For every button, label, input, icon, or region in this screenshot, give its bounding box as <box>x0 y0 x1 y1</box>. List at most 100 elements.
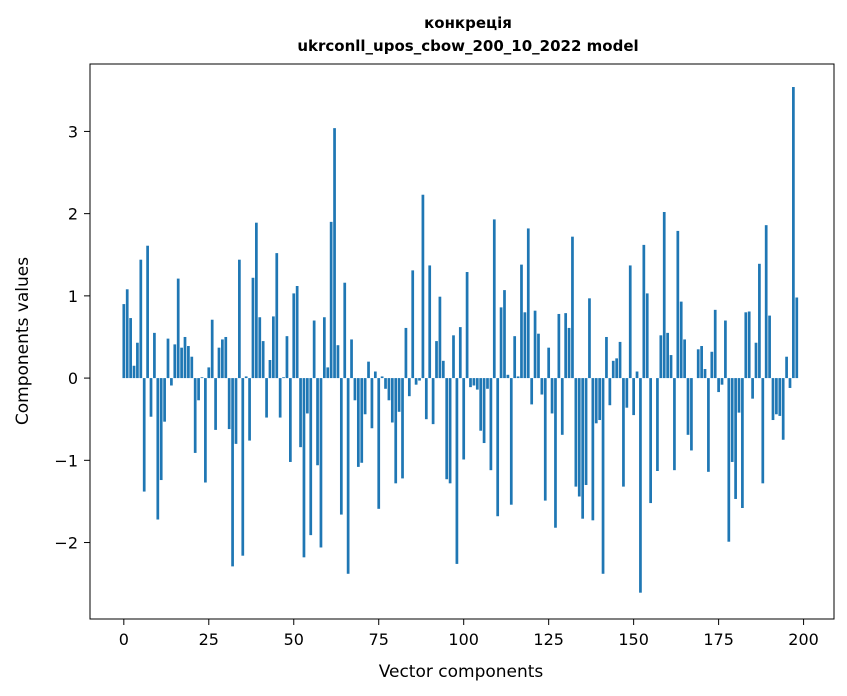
bar <box>492 219 496 379</box>
y-axis-label: Components values <box>13 257 33 425</box>
bar <box>686 378 690 435</box>
bar <box>489 378 493 471</box>
bar <box>414 378 418 385</box>
bar <box>754 342 758 379</box>
bar <box>625 378 629 408</box>
bar <box>622 378 625 487</box>
bar <box>499 307 503 379</box>
bar <box>227 378 231 430</box>
bar <box>761 378 765 484</box>
bar <box>690 378 693 451</box>
x-axis-ticks: 0 25 50 75 100 125 150 175 200 <box>119 619 819 649</box>
bar <box>571 236 574 379</box>
bar <box>333 128 336 379</box>
bar <box>187 346 190 379</box>
bar <box>350 339 353 379</box>
bar <box>530 378 534 405</box>
bar <box>605 336 608 379</box>
bar <box>659 335 663 379</box>
bar <box>295 286 299 379</box>
bar <box>149 378 153 417</box>
bar <box>435 341 438 379</box>
bar <box>356 378 360 467</box>
bar <box>676 230 680 379</box>
bar <box>312 320 316 379</box>
y-tick-label: 2 <box>68 205 78 224</box>
bar <box>469 378 472 388</box>
bar <box>441 360 445 379</box>
x-tick-label: 0 <box>119 630 129 649</box>
bar <box>251 277 255 379</box>
bar <box>635 371 639 379</box>
bar <box>129 318 132 379</box>
bar <box>401 378 404 479</box>
bar <box>662 212 666 379</box>
bar <box>523 312 527 379</box>
bar <box>204 378 207 483</box>
bar <box>248 378 251 441</box>
bar <box>741 378 744 508</box>
bar <box>503 290 506 379</box>
bar <box>163 378 166 422</box>
bar <box>397 378 401 412</box>
bar <box>339 378 343 515</box>
bar <box>438 296 442 379</box>
bar <box>387 378 391 401</box>
bar <box>679 301 683 379</box>
bar <box>656 378 659 471</box>
bar <box>421 194 425 379</box>
bar <box>214 378 217 430</box>
x-tick-label: 150 <box>618 630 649 649</box>
bar <box>319 378 323 548</box>
bar <box>207 367 211 379</box>
bar <box>747 311 751 379</box>
bar <box>445 378 449 480</box>
bar <box>540 378 544 395</box>
bar <box>153 332 156 379</box>
bar <box>475 378 479 390</box>
bar <box>122 304 126 379</box>
bar <box>170 378 173 386</box>
bar <box>146 245 149 379</box>
bar <box>537 333 540 379</box>
bar <box>455 378 459 564</box>
bar <box>282 377 285 379</box>
bar <box>724 320 727 379</box>
bar <box>628 265 632 379</box>
bar <box>632 378 635 416</box>
bar <box>577 378 581 497</box>
bar <box>785 356 788 379</box>
bar <box>424 378 428 420</box>
bar <box>380 376 384 379</box>
bar <box>316 378 319 466</box>
bar <box>533 310 537 379</box>
bar <box>768 315 771 379</box>
bar <box>265 378 268 418</box>
bar <box>608 378 612 406</box>
bar <box>173 344 177 379</box>
bar <box>778 378 782 416</box>
y-tick-label: −2 <box>54 534 78 553</box>
bar <box>720 378 724 385</box>
bar <box>238 259 241 379</box>
y-tick-label: 0 <box>68 369 78 388</box>
bar <box>598 378 602 421</box>
bar <box>710 351 714 379</box>
bar <box>771 378 775 421</box>
bar <box>373 371 377 379</box>
bar <box>526 228 530 379</box>
bar <box>516 376 520 379</box>
bar <box>547 347 551 379</box>
bar <box>717 378 720 393</box>
bar <box>367 361 370 379</box>
x-tick-label: 100 <box>448 630 479 649</box>
bar <box>305 378 309 414</box>
y-tick-label: 3 <box>68 122 78 141</box>
bar <box>781 378 785 440</box>
y-tick-label: −1 <box>54 451 78 470</box>
bar <box>775 378 778 415</box>
bar <box>309 378 313 536</box>
bar <box>210 319 214 379</box>
x-tick-label: 50 <box>284 630 304 649</box>
